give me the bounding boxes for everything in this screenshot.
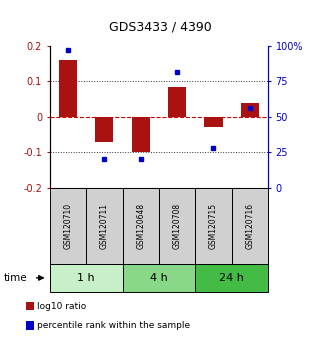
Text: GSM120716: GSM120716: [245, 202, 254, 249]
Text: GSM120648: GSM120648: [136, 202, 145, 249]
Bar: [95, 117, 113, 142]
Bar: [59, 60, 77, 117]
Text: GSM120715: GSM120715: [209, 202, 218, 249]
Bar: [132, 117, 150, 152]
Text: time: time: [3, 273, 27, 283]
Bar: [241, 103, 259, 117]
Text: 1 h: 1 h: [77, 273, 95, 283]
Text: GSM120710: GSM120710: [64, 202, 73, 249]
Text: GSM120711: GSM120711: [100, 203, 109, 249]
Text: log10 ratio: log10 ratio: [37, 302, 86, 311]
Text: GSM120708: GSM120708: [173, 202, 182, 249]
Text: 24 h: 24 h: [219, 273, 244, 283]
Text: percentile rank within the sample: percentile rank within the sample: [37, 321, 190, 330]
Bar: [204, 117, 222, 127]
Text: GDS3433 / 4390: GDS3433 / 4390: [109, 20, 212, 33]
Bar: [168, 87, 186, 117]
Text: 4 h: 4 h: [150, 273, 168, 283]
